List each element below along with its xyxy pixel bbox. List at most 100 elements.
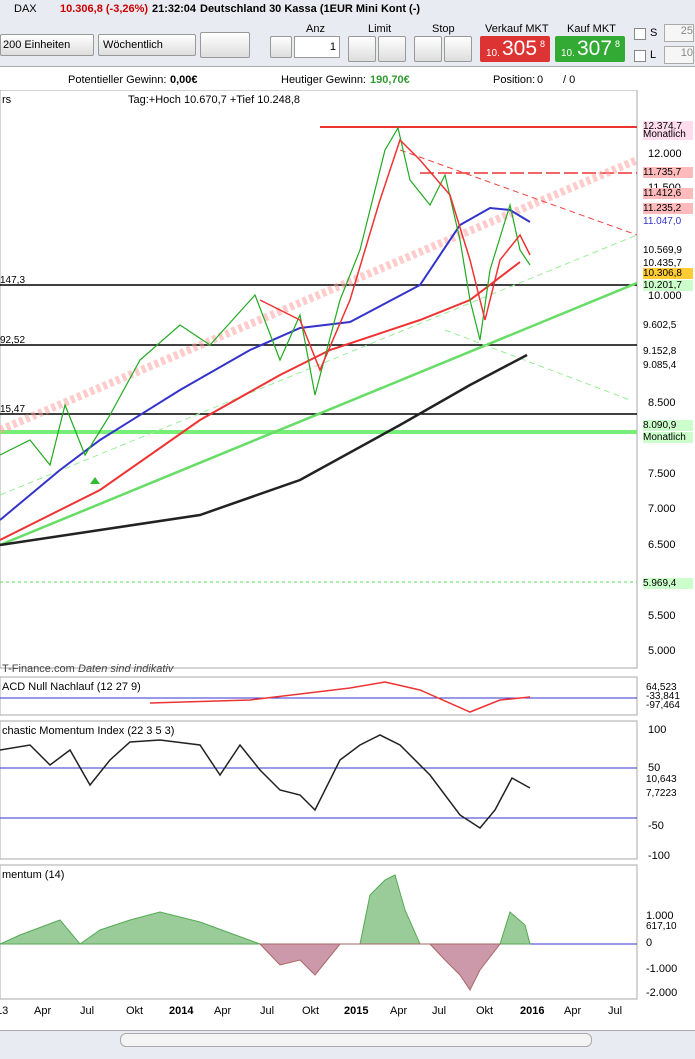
momentum-tick: 1.000 xyxy=(646,910,674,922)
sell-prefix: 10. xyxy=(486,48,500,59)
macd-title: ACD Null Nachlauf (12 27 9) xyxy=(2,681,141,693)
momentum-panel xyxy=(0,864,638,1000)
today-label: Heutiger Gewinn: xyxy=(281,74,366,86)
price-label: 5.969,4 xyxy=(643,578,693,589)
x-tick-label: Okt xyxy=(126,1005,144,1017)
trend-channel xyxy=(0,156,639,434)
smi-panel xyxy=(0,720,638,860)
s-value[interactable]: 25 xyxy=(664,24,694,42)
units-select[interactable]: 200 Einheiten xyxy=(0,34,94,56)
anz-value: 1 xyxy=(329,41,336,53)
scrollbar[interactable] xyxy=(120,1033,592,1047)
smi-tick: -50 xyxy=(648,820,664,832)
ma-100 xyxy=(0,261,521,541)
price-label: Monatlich xyxy=(643,432,693,443)
momentum-tick: -1.000 xyxy=(646,963,678,975)
time: 21:32:04 xyxy=(152,3,197,15)
price-label: 12.374,7 xyxy=(643,121,693,132)
anz-label: Anz xyxy=(306,23,325,35)
stop-buy[interactable] xyxy=(414,36,442,62)
price-label: 10.306,8 xyxy=(643,268,693,279)
position-value: 0 xyxy=(537,74,544,86)
signal-arrow xyxy=(90,477,100,484)
smi-label: 10,643 xyxy=(646,774,677,785)
position-label: Position: xyxy=(493,74,536,86)
momentum-label: 617,10 xyxy=(646,921,677,932)
s-check[interactable] xyxy=(634,28,646,40)
y-tick-label: 12.000 xyxy=(648,148,682,160)
macd-line xyxy=(149,681,531,713)
limit-buy[interactable] xyxy=(348,36,376,62)
sell-button[interactable]: 10. 305 8 xyxy=(480,36,550,62)
x-tick-label: Okt xyxy=(476,1005,494,1017)
s-label: S xyxy=(650,27,658,39)
left-label: 147,3 xyxy=(0,275,26,286)
main-header: rs xyxy=(2,94,12,106)
y-tick-label: 6.500 xyxy=(648,539,676,551)
period-select[interactable]: Wöchentlich xyxy=(98,34,196,56)
price-label: Monatlich xyxy=(643,129,693,140)
price-label: 10.201,7 xyxy=(643,280,693,291)
period: Wöchentlich xyxy=(103,39,163,51)
chart-type[interactable] xyxy=(200,32,250,58)
source: T-Finance.com xyxy=(2,663,75,675)
sell-main: 305 xyxy=(502,37,538,60)
smi-tick: -100 xyxy=(648,850,671,862)
momentum-tick: 0 xyxy=(646,937,653,949)
buy-main: 307 xyxy=(577,37,613,60)
wrench[interactable] xyxy=(270,36,292,58)
x-tick-label: Jul xyxy=(80,1005,95,1017)
x-tick-label: Jul xyxy=(608,1005,623,1017)
x-tick-label: 2014 xyxy=(169,1005,194,1017)
potential-value: 0,00€ xyxy=(170,74,198,86)
ma-50 xyxy=(0,206,531,521)
price-label: 10.435,7 xyxy=(643,258,693,269)
price-label: 9.085,4 xyxy=(643,360,693,371)
today-value: 190,70€ xyxy=(370,74,410,86)
smi-line xyxy=(0,734,531,829)
plots xyxy=(0,90,639,1000)
anz-input[interactable]: 1 xyxy=(294,36,340,58)
price-label: 9.152,8 xyxy=(643,346,693,357)
macd-label: -33,841 xyxy=(646,691,680,702)
main-panel xyxy=(0,90,638,669)
y-tick-label: 10.000 xyxy=(648,290,682,302)
chart-area xyxy=(0,90,639,1000)
price-label: 10.569,9 xyxy=(643,245,693,256)
momentum-neg xyxy=(258,943,502,991)
price-label: 9.602,5 xyxy=(643,320,693,331)
trend-support xyxy=(0,281,638,547)
x-tick-label: Apr xyxy=(564,1005,582,1017)
y-tick-label: 5.500 xyxy=(648,610,676,622)
l-check[interactable] xyxy=(634,50,646,62)
momentum-pos xyxy=(0,874,531,945)
macd-label: -97,464 xyxy=(646,700,680,711)
momentum-title: mentum (14) xyxy=(2,869,65,881)
price-label: 11.235,2 xyxy=(643,203,693,214)
price xyxy=(0,126,531,467)
left-label: 92,52 xyxy=(0,335,26,346)
symbol: DAX xyxy=(14,3,37,15)
buy-button[interactable]: 10. 307 8 xyxy=(555,36,625,62)
macd-panel xyxy=(0,676,638,716)
ma-200 xyxy=(0,353,528,547)
sell-suffix: 8 xyxy=(540,39,546,49)
units: 200 Einheiten xyxy=(3,39,71,51)
x-tick-label: 13 xyxy=(0,1005,9,1017)
stop-sell[interactable] xyxy=(444,36,472,62)
price-label: 11.047,0 xyxy=(643,216,693,227)
x-tick-label: Apr xyxy=(214,1005,232,1017)
limit-sell[interactable] xyxy=(378,36,406,62)
l-label: L xyxy=(650,49,657,61)
ma-fast xyxy=(259,138,531,372)
stop-label: Stop xyxy=(432,23,455,35)
left-label: 15,47 xyxy=(0,404,26,415)
y-tick-label: 8.500 xyxy=(648,397,676,409)
l-value[interactable]: 10 xyxy=(664,46,694,64)
x-tick-label: 2016 xyxy=(520,1005,545,1017)
instrument: Deutschland 30 Kassa (1EUR Mini Kont (-) xyxy=(200,3,421,15)
sell-label: Verkauf MKT xyxy=(485,23,549,35)
buy-label: Kauf MKT xyxy=(567,23,616,35)
main-caption: Tag:+Hoch 10.670,7 +Tief 10.248,8 xyxy=(128,94,301,106)
smi-title: chastic Momentum Index (22 3 5 3) xyxy=(2,725,175,737)
